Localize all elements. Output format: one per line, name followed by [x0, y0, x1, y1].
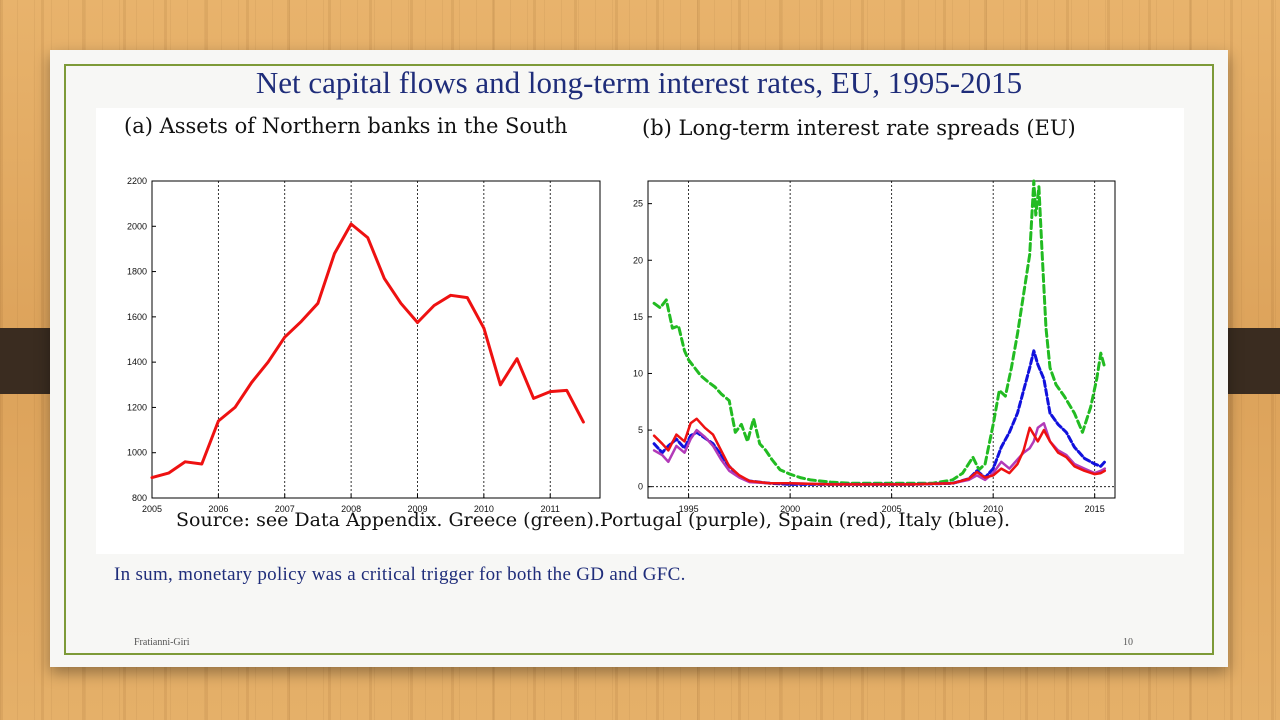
slide-title: Net capital flows and long-term interest…: [255, 65, 1023, 100]
italy-series-line-under: [652, 349, 1107, 486]
panel-a-y-tick-label: 800: [132, 493, 147, 503]
panel-a-plot-frame: [151, 180, 601, 499]
panel-b-x-tick-label: 2005: [882, 504, 902, 514]
panel-b-x-tick-label: 2015: [1085, 504, 1105, 514]
panel-a-y-tick-label: 1000: [127, 448, 147, 458]
panel-a-x-tick-label: 2006: [208, 504, 228, 514]
panel-a-x-tick-label: 2011: [541, 504, 560, 514]
panel-a-x-tick-label: 2005: [142, 504, 162, 514]
panel-b-x-tick-label: 2010: [983, 504, 1003, 514]
panel-a-x-tick-label: 2010: [474, 504, 494, 514]
panel-a-y-tick-label: 1200: [127, 402, 147, 412]
source-note: Source: see Data Appendix. Greece (green…: [176, 509, 1010, 531]
assets-series-line: [150, 222, 585, 480]
panel-b-plot-frame: [647, 180, 1116, 499]
panel-a-y-tick-label: 2000: [127, 221, 147, 231]
panel-b-y-tick-label: 20: [633, 255, 643, 265]
page-number: 10: [1123, 637, 1133, 648]
slide: Net capital flows and long-term interest…: [50, 50, 1228, 667]
slide-frame: [64, 64, 1214, 655]
panel-b-y-tick-label: 0: [638, 482, 643, 492]
panel-b-chart: 1995 2000 2005 2010 2015 0 5 10 15 20 25: [633, 179, 1116, 514]
figure-charts: (a) Assets of Northern banks in the Sout…: [124, 114, 1116, 531]
panel-a-chart: 2005 2006 2007 2008 2009 2010 2011 800 1000 1200 1…: [127, 176, 601, 514]
panel-a-y-tick-label: 1400: [127, 357, 147, 367]
panel-a-x-tick-label: 2008: [341, 504, 361, 514]
footer-author: Fratianni-Giri: [134, 637, 190, 648]
panel-a-x-tick-label: 2009: [407, 504, 427, 514]
panel-a-x-tick-label: 2007: [275, 504, 295, 514]
panel-a-y-tick-label: 1800: [127, 267, 147, 277]
panel-b-y-tick-label: 15: [633, 312, 643, 322]
slide-caption: In sum, monetary policy was a critical t…: [114, 564, 686, 585]
spain-series-line: [652, 417, 1107, 486]
panel-b-x-tick-label: 1995: [679, 504, 699, 514]
figure: (a) Assets of Northern banks in the Sout…: [96, 108, 1184, 554]
panel-b-title: (b) Long-term interest rate spreads (EU): [642, 116, 1076, 140]
panel-b-y-tick-label: 25: [633, 199, 643, 209]
panel-b-y-tick-label: 5: [638, 425, 643, 435]
panel-a-y-tick-label: 1600: [127, 312, 147, 322]
panel-b-y-tick-label: 10: [633, 368, 643, 378]
panel-a-title: (a) Assets of Northern banks in the Sout…: [124, 114, 568, 138]
panel-b-x-tick-label: 2000: [780, 504, 800, 514]
panel-a-y-tick-label: 2200: [127, 176, 147, 186]
